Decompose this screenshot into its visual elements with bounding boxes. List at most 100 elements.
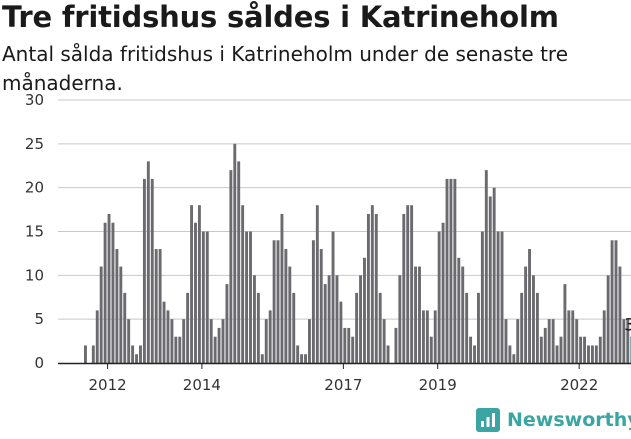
- bar: [131, 345, 135, 363]
- bar: [343, 327, 347, 363]
- bar: [433, 310, 437, 363]
- newsworthy-logo[interactable]: Newsworthy: [476, 408, 631, 432]
- bar: [461, 266, 465, 363]
- bar: [162, 301, 166, 363]
- bar: [543, 327, 547, 363]
- bar: [496, 231, 500, 363]
- bar: [449, 178, 453, 363]
- y-axis-labels: 0 5 10 15 20 25 30: [25, 91, 44, 372]
- bar: [229, 170, 233, 363]
- y-tick-label: 25: [25, 135, 44, 153]
- bar: [194, 222, 197, 363]
- bar: [288, 266, 292, 363]
- bar: [347, 327, 351, 363]
- bar: [512, 354, 516, 363]
- bar: [205, 231, 209, 363]
- bar: [366, 213, 370, 363]
- bar: [363, 257, 366, 363]
- bar: [528, 249, 531, 363]
- bar: [421, 310, 425, 363]
- bar: [296, 345, 300, 363]
- bar: [386, 345, 390, 363]
- bar: [268, 310, 272, 363]
- bar: [319, 249, 323, 363]
- bar: [606, 275, 610, 363]
- bars: [84, 143, 631, 363]
- y-tick-label: 0: [34, 354, 44, 372]
- x-tick-label: 2014: [183, 376, 221, 394]
- bar: [575, 319, 579, 363]
- last-value-label: 3: [624, 316, 631, 336]
- bar: [567, 310, 571, 363]
- bar: [146, 161, 150, 363]
- bar: [103, 222, 107, 363]
- bar: [465, 292, 469, 363]
- bar: [284, 249, 288, 363]
- bar: [571, 310, 575, 363]
- bar: [355, 292, 359, 363]
- bar: [300, 354, 304, 363]
- bar: [374, 213, 378, 363]
- x-tick-label: 2017: [324, 376, 362, 394]
- bar: [197, 205, 201, 363]
- bar: [170, 319, 174, 363]
- y-tick-label: 10: [25, 266, 44, 284]
- bar: [555, 345, 559, 363]
- bar: [469, 336, 473, 363]
- bar: [614, 240, 618, 363]
- bar: [559, 336, 563, 363]
- bar: [335, 275, 339, 363]
- bar: [488, 196, 492, 363]
- bar: [209, 319, 213, 363]
- bar: [213, 336, 217, 363]
- bar: [500, 231, 504, 363]
- bar: [382, 319, 386, 363]
- x-tick-label: 2019: [419, 376, 457, 394]
- bar: [245, 231, 249, 363]
- bar: [406, 205, 410, 363]
- bar: [276, 240, 280, 363]
- y-tick-label: 30: [25, 91, 44, 109]
- chart-subtitle: Antal sålda fritidshus i Katrineholm und…: [2, 42, 569, 95]
- bar: [414, 266, 418, 363]
- bar: [182, 319, 186, 363]
- bar: [622, 319, 626, 363]
- bar: [598, 336, 602, 363]
- bar: [626, 319, 630, 363]
- bar: [292, 292, 296, 363]
- bar: [264, 319, 268, 363]
- y-tick-label: 5: [34, 310, 44, 328]
- bar: [154, 249, 158, 363]
- bar: [587, 345, 590, 363]
- bar: [457, 257, 461, 363]
- bar: [351, 336, 355, 363]
- bar: [398, 275, 402, 363]
- bar: [280, 213, 284, 363]
- bar: [135, 354, 138, 363]
- bar: [174, 336, 178, 363]
- bar: [610, 240, 614, 363]
- bar: [256, 292, 260, 363]
- bar: [594, 345, 598, 363]
- bar: [583, 336, 587, 363]
- bar: [237, 161, 241, 363]
- bar: [563, 284, 567, 363]
- bar: [359, 275, 362, 363]
- bar: [504, 319, 508, 363]
- bar: [315, 205, 319, 363]
- bar: [107, 213, 111, 363]
- bar: [524, 266, 528, 363]
- bar: [547, 319, 551, 363]
- bar: [139, 345, 142, 363]
- bar: [618, 266, 622, 363]
- bar: [115, 249, 119, 363]
- x-tick-label: 2022: [560, 376, 598, 394]
- x-tick-label: 2012: [88, 376, 126, 394]
- bar: [252, 275, 256, 363]
- bar: [166, 310, 170, 363]
- bar: [142, 178, 146, 363]
- bar: [402, 213, 406, 363]
- bar: [327, 275, 331, 363]
- bar: [123, 292, 127, 363]
